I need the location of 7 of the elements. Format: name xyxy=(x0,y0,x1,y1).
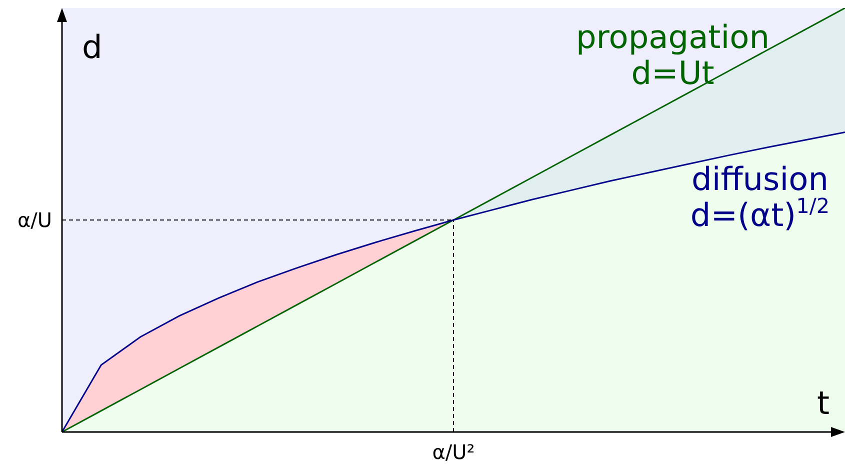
series-label: propagation xyxy=(576,18,770,56)
text: α/U² xyxy=(432,440,475,464)
y-axis-title: d xyxy=(82,28,102,66)
annotation: d=Ut xyxy=(631,54,714,92)
series-label: diffusion xyxy=(692,160,828,198)
ref-line-label: α/U xyxy=(17,208,52,232)
x-axis-title: t xyxy=(817,384,830,422)
